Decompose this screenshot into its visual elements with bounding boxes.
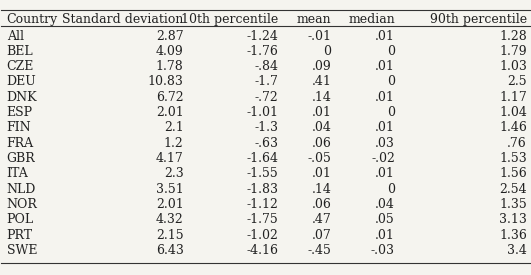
Text: 1.46: 1.46 (499, 121, 527, 134)
Text: -1.24: -1.24 (247, 29, 279, 43)
Text: mean: mean (297, 13, 331, 26)
Text: 0: 0 (387, 45, 395, 58)
Text: -1.02: -1.02 (247, 229, 279, 241)
Text: -.72: -.72 (255, 91, 279, 104)
Text: All: All (7, 29, 24, 43)
Text: 90th percentile: 90th percentile (430, 13, 527, 26)
Text: FRA: FRA (7, 137, 34, 150)
Text: -.02: -.02 (371, 152, 395, 165)
Text: SWE: SWE (7, 244, 37, 257)
Text: .01: .01 (375, 229, 395, 241)
Text: 10th percentile: 10th percentile (182, 13, 279, 26)
Text: 0: 0 (387, 106, 395, 119)
Text: -1.75: -1.75 (247, 213, 279, 226)
Text: 0: 0 (387, 75, 395, 89)
Text: .01: .01 (312, 167, 331, 180)
Text: ITA: ITA (7, 167, 29, 180)
Text: POL: POL (7, 213, 34, 226)
Text: 2.1: 2.1 (164, 121, 184, 134)
Text: .01: .01 (375, 121, 395, 134)
Text: 1.56: 1.56 (499, 167, 527, 180)
Text: -1.7: -1.7 (255, 75, 279, 89)
Text: 2.87: 2.87 (156, 29, 184, 43)
Text: 1.36: 1.36 (499, 229, 527, 241)
Text: 1.35: 1.35 (499, 198, 527, 211)
Text: Country: Country (7, 13, 58, 26)
Text: DNK: DNK (7, 91, 37, 104)
Text: 2.5: 2.5 (507, 75, 527, 89)
Text: .06: .06 (312, 137, 331, 150)
Text: 1.17: 1.17 (499, 91, 527, 104)
Text: .04: .04 (312, 121, 331, 134)
Text: 4.32: 4.32 (156, 213, 184, 226)
Text: 1.28: 1.28 (499, 29, 527, 43)
Text: 4.09: 4.09 (156, 45, 184, 58)
Text: 2.15: 2.15 (156, 229, 184, 241)
Text: 1.78: 1.78 (156, 60, 184, 73)
Text: 2.3: 2.3 (164, 167, 184, 180)
Text: .14: .14 (312, 183, 331, 196)
Text: -.01: -.01 (307, 29, 331, 43)
Text: NOR: NOR (7, 198, 38, 211)
Text: .01: .01 (312, 106, 331, 119)
Text: .14: .14 (312, 91, 331, 104)
Text: .05: .05 (375, 213, 395, 226)
Text: -1.12: -1.12 (247, 198, 279, 211)
Text: .03: .03 (375, 137, 395, 150)
Text: -.05: -.05 (307, 152, 331, 165)
Text: -1.76: -1.76 (247, 45, 279, 58)
Text: .47: .47 (312, 213, 331, 226)
Text: 6.72: 6.72 (156, 91, 184, 104)
Text: 0: 0 (387, 183, 395, 196)
Text: 0: 0 (323, 45, 331, 58)
Text: 1.53: 1.53 (499, 152, 527, 165)
Text: ESP: ESP (7, 106, 33, 119)
Text: 1.79: 1.79 (499, 45, 527, 58)
Text: 6.43: 6.43 (156, 244, 184, 257)
Text: -.45: -.45 (307, 244, 331, 257)
Text: 3.4: 3.4 (507, 244, 527, 257)
Text: GBR: GBR (7, 152, 36, 165)
Text: NLD: NLD (7, 183, 36, 196)
Text: median: median (348, 13, 395, 26)
Text: 1.04: 1.04 (499, 106, 527, 119)
Text: -.63: -.63 (255, 137, 279, 150)
Text: 2.54: 2.54 (499, 183, 527, 196)
Text: 2.01: 2.01 (156, 198, 184, 211)
Text: 10.83: 10.83 (148, 75, 184, 89)
Text: 4.17: 4.17 (156, 152, 184, 165)
Text: PRT: PRT (7, 229, 33, 241)
Text: .06: .06 (312, 198, 331, 211)
Text: .01: .01 (375, 60, 395, 73)
Text: -.84: -.84 (255, 60, 279, 73)
Text: -1.55: -1.55 (247, 167, 279, 180)
Text: DEU: DEU (7, 75, 37, 89)
Text: .09: .09 (312, 60, 331, 73)
Text: .41: .41 (312, 75, 331, 89)
Text: -1.83: -1.83 (247, 183, 279, 196)
Text: 1.03: 1.03 (499, 60, 527, 73)
Text: 3.51: 3.51 (156, 183, 184, 196)
Text: -.03: -.03 (371, 244, 395, 257)
Text: -1.64: -1.64 (247, 152, 279, 165)
Text: BEL: BEL (7, 45, 33, 58)
Text: -4.16: -4.16 (247, 244, 279, 257)
Text: FIN: FIN (7, 121, 31, 134)
Text: .07: .07 (312, 229, 331, 241)
Text: -1.01: -1.01 (247, 106, 279, 119)
Text: 2.01: 2.01 (156, 106, 184, 119)
Text: -1.3: -1.3 (255, 121, 279, 134)
Text: .01: .01 (375, 29, 395, 43)
Text: 3.13: 3.13 (499, 213, 527, 226)
Text: .01: .01 (375, 167, 395, 180)
Text: 1.2: 1.2 (164, 137, 184, 150)
Text: Standard deviation: Standard deviation (62, 13, 184, 26)
Text: .76: .76 (507, 137, 527, 150)
Text: .04: .04 (375, 198, 395, 211)
Text: CZE: CZE (7, 60, 34, 73)
Text: .01: .01 (375, 91, 395, 104)
